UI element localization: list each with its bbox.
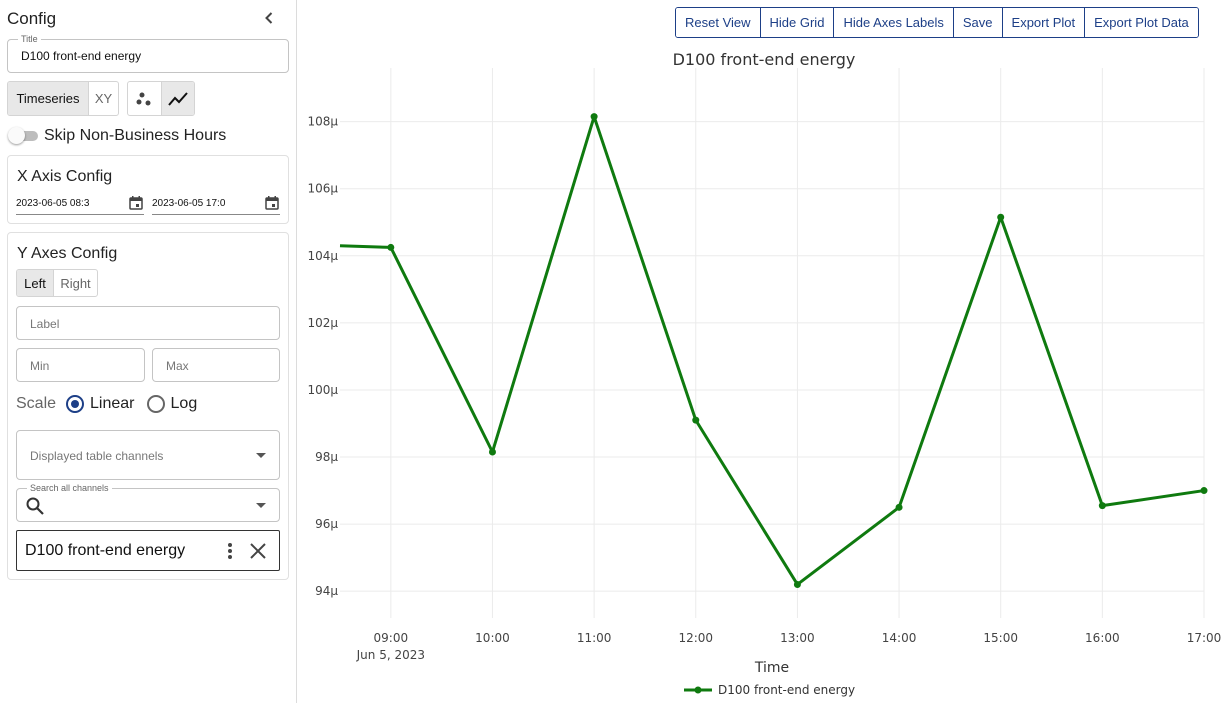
- dropdown-arrow-icon: [256, 453, 266, 458]
- scale-log-label: Log: [170, 395, 198, 412]
- x-tick-label: 13:00: [780, 631, 815, 645]
- x-tick-label: 16:00: [1085, 631, 1120, 645]
- displayed-channels-placeholder: Displayed table channels: [30, 449, 164, 463]
- series-line[interactable]: [339, 115, 1205, 586]
- skip-non-business-hours-switch[interactable]: [8, 127, 38, 144]
- y-min-input[interactable]: Min: [16, 348, 145, 382]
- line-style-button[interactable]: [161, 82, 194, 115]
- reset-view-button[interactable]: Reset View: [676, 8, 760, 37]
- data-point[interactable]: [590, 113, 598, 121]
- data-point[interactable]: [997, 213, 1005, 221]
- legend-swatch-marker: [694, 686, 702, 694]
- tab-xy[interactable]: XY: [88, 82, 118, 115]
- channel-chip-label: D100 front-end energy: [25, 542, 186, 559]
- series-group: [339, 113, 1208, 588]
- dropdown-arrow-icon[interactable]: [255, 502, 267, 510]
- scatter-style-button[interactable]: [128, 82, 161, 115]
- plot-toolbar: Reset View Hide Grid Hide Axes Labels Sa…: [675, 7, 1199, 38]
- x-tick-label: 15:00: [983, 631, 1018, 645]
- y-tick-label: 104µ: [307, 249, 338, 263]
- chevron-left-icon: [265, 12, 273, 24]
- y-axes-config-title: Y Axes Config: [17, 245, 118, 262]
- y-tick-label: 100µ: [307, 383, 338, 397]
- y-tick-label: 94µ: [315, 584, 338, 598]
- x-tick-label: 11:00: [577, 631, 612, 645]
- scale-radio-group: Scale Linear Log: [16, 395, 197, 413]
- search-channels-label: Search all channels: [27, 483, 112, 494]
- x-axis-config-card: X Axis Config: [7, 155, 289, 224]
- data-point[interactable]: [692, 416, 700, 424]
- calendar-icon[interactable]: [264, 195, 280, 211]
- export-plot-button[interactable]: Export Plot: [1001, 8, 1085, 37]
- x-axis-ticks: 09:00 Jun 5, 2023 10:00 11:00 12:00 13:00 14:0…: [356, 631, 1222, 662]
- timeseries-plot[interactable]: D100 front-end energy 94µ 96µ 98µ 100µ 102µ 1…: [298, 42, 1228, 703]
- calendar-icon[interactable]: [128, 195, 144, 211]
- title-field[interactable]: Title D100 front-end energy: [7, 34, 289, 73]
- chart-title: D100 front-end energy: [673, 50, 856, 69]
- config-panel: Config Title D100 front-end energy Times…: [0, 0, 297, 703]
- more-vertical-icon[interactable]: [223, 541, 237, 561]
- x-axis-config-title: X Axis Config: [17, 168, 113, 185]
- y-label-placeholder: Label: [30, 317, 60, 331]
- data-point[interactable]: [387, 243, 395, 251]
- config-header: Config: [7, 9, 57, 28]
- y-axis-ticks: 94µ 96µ 98µ 100µ 102µ 104µ 106µ 108µ: [307, 115, 338, 599]
- plot-grid: [340, 68, 1205, 618]
- scale-linear-radio[interactable]: [66, 395, 85, 413]
- x-tick-date-label: Jun 5, 2023: [356, 648, 425, 662]
- save-button[interactable]: Save: [952, 8, 1002, 37]
- scale-log-radio[interactable]: [146, 395, 165, 413]
- title-field-value: D100 front-end energy: [21, 49, 142, 63]
- data-point[interactable]: [1200, 487, 1208, 495]
- channel-chip: D100 front-end energy: [16, 530, 280, 571]
- tab-left-axis[interactable]: Left: [17, 270, 53, 296]
- export-plot-data-button[interactable]: Export Plot Data: [1084, 8, 1198, 37]
- legend-label: D100 front-end energy: [718, 683, 855, 697]
- y-tick-label: 106µ: [307, 182, 338, 196]
- search-icon: [26, 497, 44, 515]
- plot-mode-toggle: Timeseries XY: [7, 81, 119, 116]
- y-max-input[interactable]: Max: [152, 348, 280, 382]
- data-point[interactable]: [895, 503, 903, 511]
- y-label-input[interactable]: Label: [16, 306, 280, 340]
- y-tick-label: 98µ: [315, 450, 338, 464]
- data-point[interactable]: [793, 580, 801, 588]
- y-min-placeholder: Min: [30, 359, 50, 373]
- x-tick-label: 10:00: [475, 631, 510, 645]
- tab-right-axis[interactable]: Right: [53, 270, 97, 296]
- displayed-channels-select[interactable]: Displayed table channels: [16, 430, 280, 480]
- y-tick-label: 96µ: [315, 517, 338, 531]
- scale-linear-label: Linear: [90, 395, 135, 412]
- y-max-placeholder: Max: [166, 359, 189, 373]
- close-icon[interactable]: [248, 541, 268, 561]
- chart-legend[interactable]: D100 front-end energy: [684, 683, 855, 697]
- collapse-sidebar-button[interactable]: [259, 8, 279, 28]
- tab-timeseries[interactable]: Timeseries: [8, 82, 88, 115]
- plot-style-toggle: [127, 81, 195, 116]
- line-chart-icon: [168, 91, 188, 106]
- x-start-date-value: 2023-06-05 08:3: [16, 198, 90, 209]
- hide-axes-labels-button[interactable]: Hide Axes Labels: [833, 8, 953, 37]
- hide-grid-button[interactable]: Hide Grid: [759, 8, 834, 37]
- x-tick-label: 12:00: [678, 631, 713, 645]
- x-start-date-input[interactable]: 2023-06-05 08:3: [16, 195, 144, 215]
- x-tick-label: 17:00: [1187, 631, 1222, 645]
- x-axis-title: Time: [754, 660, 789, 676]
- skip-non-business-hours-label: Skip Non-Business Hours: [44, 127, 227, 144]
- search-channels-input[interactable]: Search all channels: [16, 483, 280, 522]
- scatter-dots-icon: [136, 92, 150, 105]
- y-tick-label: 102µ: [307, 316, 338, 330]
- y-axis-side-toggle: Left Right: [16, 269, 98, 297]
- title-field-label: Title: [18, 34, 41, 45]
- x-end-date-value: 2023-06-05 17:0: [152, 198, 226, 209]
- y-tick-label: 108µ: [307, 115, 338, 129]
- x-tick-label: 09:00: [374, 631, 409, 645]
- scale-label: Scale: [16, 395, 57, 412]
- x-end-date-input[interactable]: 2023-06-05 17:0: [152, 195, 280, 215]
- data-point[interactable]: [488, 448, 496, 456]
- x-tick-label: 14:00: [882, 631, 917, 645]
- data-point[interactable]: [1098, 502, 1106, 510]
